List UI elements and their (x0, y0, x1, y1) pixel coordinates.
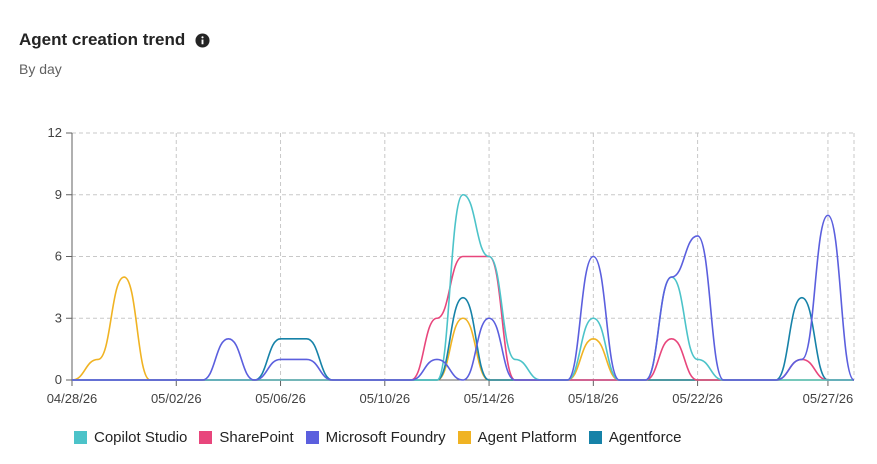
series-line-agentforce (71, 296, 854, 381)
legend-swatch (457, 431, 471, 444)
legend-item-sharepoint[interactable]: SharePoint (199, 429, 294, 446)
legend-label: SharePoint (219, 429, 294, 446)
y-tick-label: 6 (55, 249, 62, 264)
legend-label: Agentforce (608, 429, 682, 446)
chart-subtitle: By day (19, 61, 62, 77)
title-row: Agent creation trend (19, 30, 210, 50)
chart-title: Agent creation trend (19, 30, 186, 49)
legend-label: Microsoft Foundry (325, 429, 446, 446)
x-tick-label: 05/10/26 (359, 391, 410, 406)
legend-item-agentforce[interactable]: Agentforce (588, 429, 682, 446)
x-tick-label: 05/14/26 (464, 391, 515, 406)
line-chart: 0 3 6 9 12 04/28/26 05/02/26 05/06/26 05/10/26 05… (47, 125, 855, 406)
y-tick-label: 3 (55, 310, 62, 325)
legend-item-agent-platform[interactable]: Agent Platform (457, 429, 577, 446)
y-tick-label: 12 (48, 125, 62, 140)
legend-swatch (74, 431, 87, 444)
legend-item-copilot-studio[interactable]: Copilot Studio (74, 429, 187, 446)
legend-swatch (588, 431, 602, 444)
legend-label: Copilot Studio (94, 429, 188, 446)
x-tick-label: 04/28/26 (47, 391, 98, 406)
x-tick-label: 05/27/26 (803, 391, 854, 406)
x-tick-label: 05/18/26 (568, 391, 619, 406)
legend-item-microsoft-foundry[interactable]: Microsoft Foundry (305, 429, 446, 446)
chart-header: Agent creation trend (19, 30, 210, 50)
x-tick-label: 05/02/26 (151, 391, 202, 406)
info-icon[interactable] (195, 32, 210, 48)
x-tick-label: 05/22/26 (672, 391, 723, 406)
series-line-copilot-studio (71, 193, 854, 381)
legend-label: Agent Platform (477, 429, 577, 446)
series-line-microsoft-foundry (71, 214, 855, 381)
legend-swatch (199, 431, 213, 444)
x-tick-label: 05/06/26 (255, 391, 306, 406)
chart-legend: Copilot Studio SharePoint Microsoft Foundr… (74, 429, 693, 446)
y-tick-label: 9 (55, 187, 62, 202)
series-line-agent-platform (71, 276, 854, 381)
y-tick-label: 0 (55, 372, 62, 387)
legend-swatch (305, 431, 319, 444)
